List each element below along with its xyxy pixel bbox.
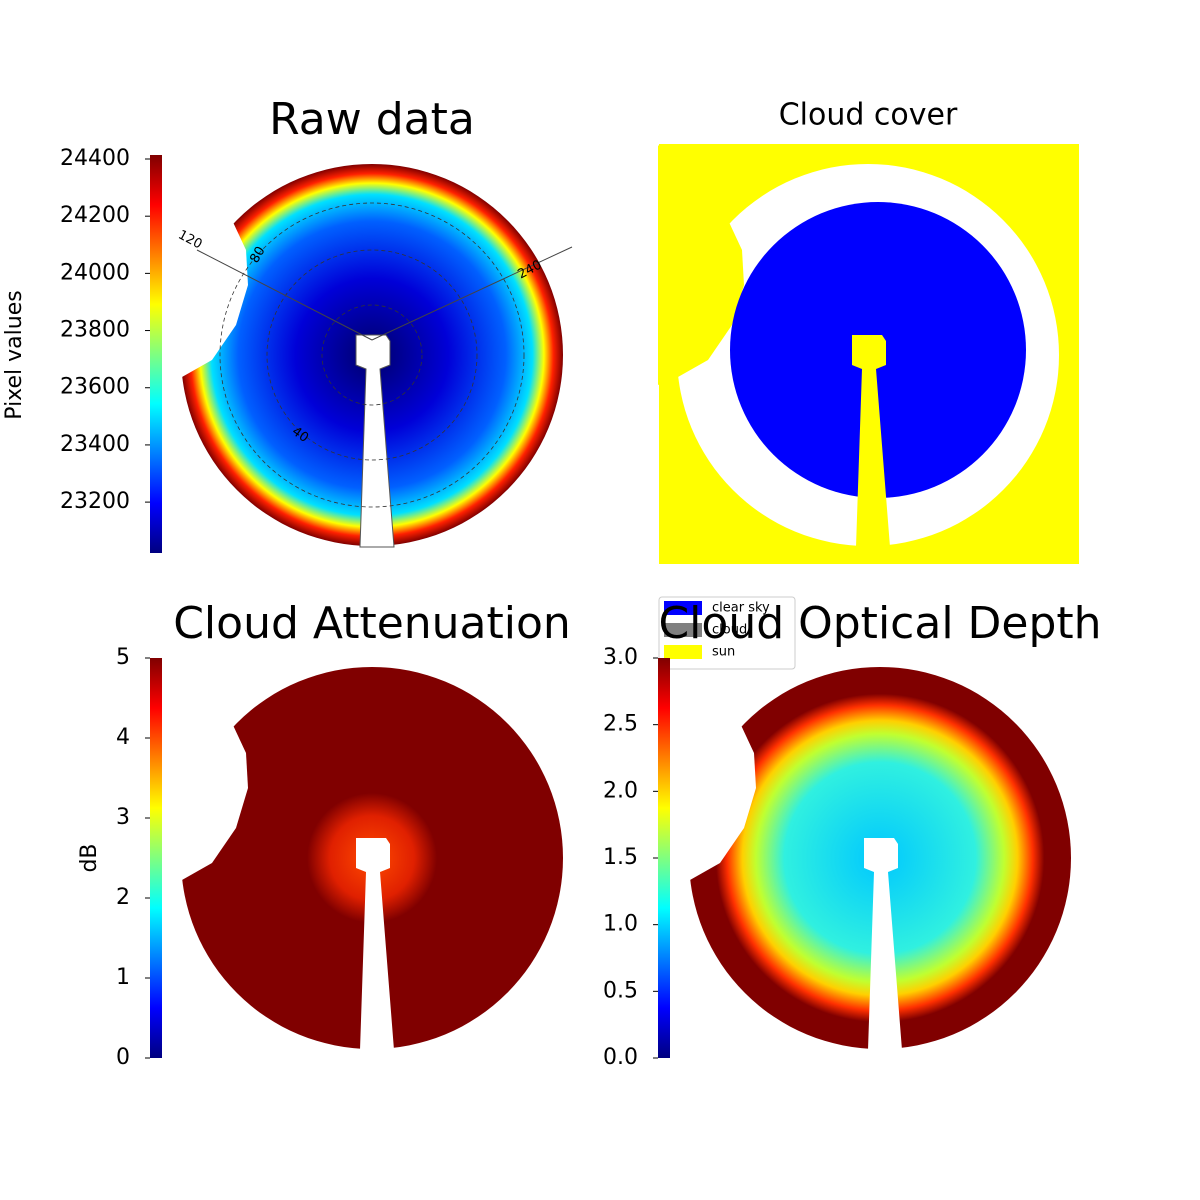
- panel-title: Cloud Optical Depth: [658, 598, 1101, 649]
- colorbar-tick-label: 23600: [60, 375, 130, 400]
- cloud-cover-image: [658, 145, 1059, 547]
- colorbar-tick-label: 23400: [60, 432, 130, 457]
- legend-swatch: [664, 601, 702, 615]
- colorbar-tick-label: 0.5: [603, 978, 638, 1003]
- colorbar-label: dB: [77, 843, 102, 872]
- colorbar-tick-label: 5: [116, 645, 130, 670]
- colorbar-tick-label: 24000: [60, 260, 130, 285]
- polar-line: [196, 249, 373, 341]
- colorbar-tick-label: 2: [116, 885, 130, 910]
- colorbar-tick-label: 3.0: [603, 645, 638, 670]
- polar-ring: [266, 249, 478, 461]
- legend-label: sun: [712, 645, 735, 660]
- colorbar-tick-label: 4: [116, 725, 130, 750]
- panel-title: Cloud cover: [779, 98, 958, 133]
- raw-image: [162, 145, 573, 548]
- colorbar-tick-label: 2.5: [603, 712, 638, 737]
- colorbar: [150, 658, 162, 1058]
- colorbar-tick-label: 24200: [60, 203, 130, 228]
- colorbar-label: Pixel values: [2, 290, 27, 419]
- colorbar-tick-label: 1.5: [603, 845, 638, 870]
- colorbar-tick-label: 23800: [60, 318, 130, 343]
- polar-line: [371, 246, 573, 341]
- polar-ring: [219, 202, 525, 508]
- panel-title: Cloud Attenuation: [173, 598, 571, 649]
- colorbar-tick-label: 2.0: [603, 778, 638, 803]
- polar-label: 80: [247, 244, 268, 266]
- panel-title: Raw data: [269, 94, 475, 145]
- colorbar: [658, 658, 670, 1058]
- colorbar-tick-label: 23200: [60, 489, 130, 514]
- colorbar-tick-label: 24400: [60, 146, 130, 171]
- legend-swatch: [664, 623, 702, 637]
- colorbar-tick-label: 0: [116, 1045, 130, 1070]
- legend-swatch: [664, 645, 702, 659]
- legend-label: cloud: [712, 623, 747, 638]
- polar-ring: [321, 304, 423, 406]
- attenuation-image: [162, 648, 563, 1050]
- optical-depth-image: [670, 648, 1071, 1050]
- colorbar-tick-label: 1.0: [603, 912, 638, 937]
- legend-label: clear sky: [712, 601, 770, 616]
- colorbar-tick-label: 3: [116, 805, 130, 830]
- colorbar: [150, 155, 162, 553]
- colorbar-tick-label: 0.0: [603, 1045, 638, 1070]
- colorbar-tick-label: 1: [116, 965, 130, 990]
